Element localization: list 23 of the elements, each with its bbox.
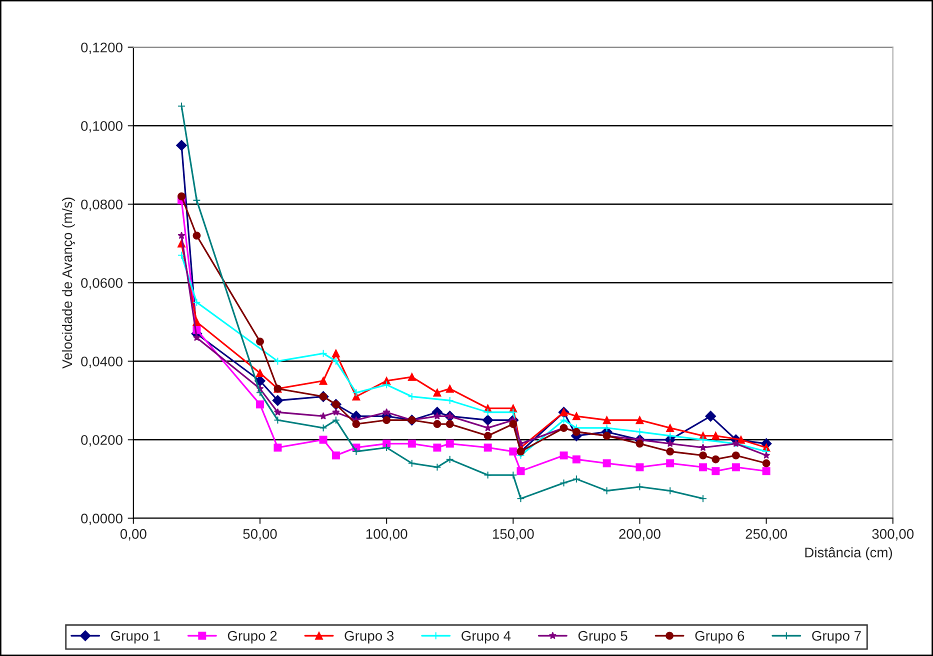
legend-label: Grupo 6 bbox=[695, 630, 744, 644]
legend-label: Grupo 5 bbox=[578, 630, 628, 644]
legend-label: Grupo 7 bbox=[812, 630, 861, 644]
y-tick-label: 0,0400 bbox=[81, 356, 122, 368]
y-tick-label: 0,0000 bbox=[81, 514, 122, 526]
x-tick-label: 200,00 bbox=[619, 529, 660, 540]
x-tick-label: 250,00 bbox=[746, 529, 788, 540]
x-tick-label: 100,00 bbox=[366, 529, 408, 540]
y-tick-label: 0,0800 bbox=[81, 200, 122, 212]
x-tick-label: 50,00 bbox=[243, 529, 277, 540]
x-tick-label: 0,00 bbox=[120, 529, 146, 540]
legend-label: Grupo 4 bbox=[462, 630, 511, 644]
y-tick-label: 0,0600 bbox=[81, 278, 122, 290]
x-tick-label: 300,00 bbox=[872, 529, 914, 540]
legend-label: Grupo 3 bbox=[344, 630, 394, 644]
legend-label: Grupo 2 bbox=[228, 630, 277, 644]
y-axis-title: Velocidade de Avanço (m/s) bbox=[62, 198, 75, 369]
legend-label: Grupo 1 bbox=[111, 630, 160, 644]
y-tick-label: 0,1200 bbox=[81, 42, 122, 54]
x-axis-title: Distância (cm) bbox=[805, 547, 892, 560]
y-tick-label: 0,0200 bbox=[81, 435, 122, 447]
x-tick-label: 150,00 bbox=[492, 529, 534, 540]
y-tick-label: 0,1000 bbox=[81, 121, 122, 133]
